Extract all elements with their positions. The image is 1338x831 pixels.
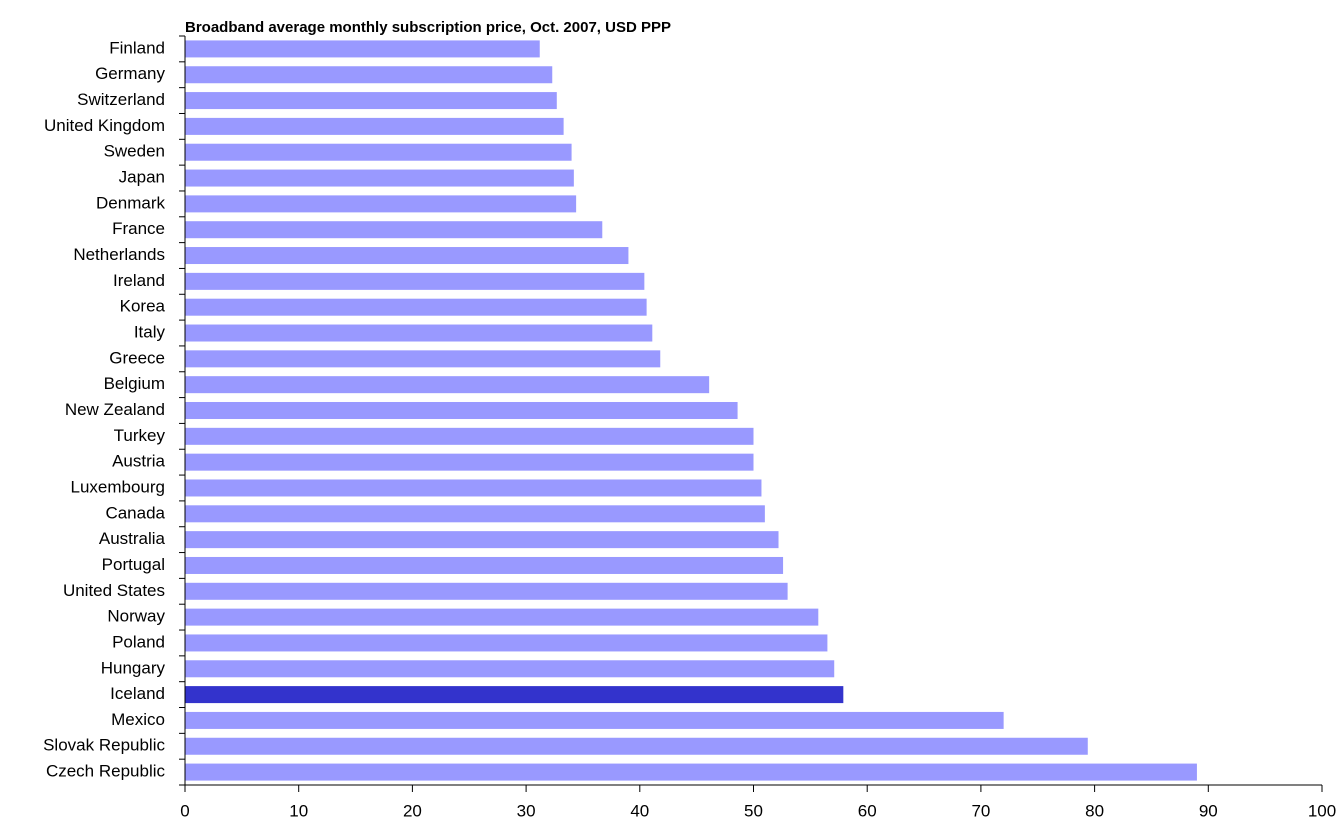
- bar: [185, 376, 710, 394]
- bar: [185, 711, 1004, 729]
- x-tick-label: 100: [1308, 801, 1336, 820]
- bar: [185, 92, 557, 110]
- bar: [185, 117, 564, 135]
- bar: [185, 169, 574, 187]
- bar: [185, 634, 828, 652]
- bar: [185, 479, 762, 497]
- y-tick-label: Australia: [99, 529, 166, 548]
- bar: [185, 350, 661, 368]
- y-tick-label: Poland: [112, 632, 165, 651]
- y-tick-label: United States: [63, 581, 165, 600]
- bar: [185, 531, 779, 549]
- y-tick-label: Austria: [112, 452, 165, 471]
- bar: [185, 221, 603, 239]
- bar: [185, 686, 844, 704]
- y-tick-label: Luxembourg: [70, 477, 165, 496]
- x-tick-label: 50: [744, 801, 763, 820]
- bar: [185, 66, 553, 84]
- y-tick-label: Korea: [120, 297, 166, 316]
- x-tick-label: 30: [517, 801, 536, 820]
- y-tick-label: Switzerland: [77, 90, 165, 109]
- x-tick-label: 70: [971, 801, 990, 820]
- y-tick-label: Portugal: [102, 555, 165, 574]
- bar: [185, 505, 765, 523]
- bar: [185, 763, 1197, 781]
- bar: [185, 402, 738, 419]
- y-tick-label: Germany: [95, 64, 165, 83]
- bar: [185, 143, 572, 161]
- bar: [185, 195, 577, 213]
- y-tick-label: France: [112, 219, 165, 238]
- bar: [185, 247, 629, 265]
- x-tick-label: 80: [1085, 801, 1104, 820]
- y-tick-label: New Zealand: [65, 400, 165, 419]
- y-tick-label: Mexico: [111, 710, 165, 729]
- y-tick-label: Iceland: [110, 684, 165, 703]
- y-tick-label: Slovak Republic: [43, 736, 165, 755]
- x-tick-label: 40: [630, 801, 649, 820]
- y-tick-label: Italy: [134, 323, 166, 342]
- y-tick-label: Belgium: [104, 374, 165, 393]
- y-tick-label: United Kingdom: [44, 116, 165, 135]
- bar: [185, 737, 1088, 755]
- chart-title: Broadband average monthly subscription p…: [185, 19, 671, 36]
- bar: [185, 427, 754, 445]
- bar: [185, 582, 788, 600]
- y-tick-label: Japan: [119, 168, 165, 187]
- x-tick-label: 0: [180, 801, 189, 820]
- bar: [185, 453, 754, 471]
- x-tick-label: 60: [858, 801, 877, 820]
- y-tick-label: Netherlands: [73, 245, 165, 264]
- bar: [185, 608, 819, 626]
- x-tick-label: 20: [403, 801, 422, 820]
- bar: [185, 556, 784, 574]
- x-tick-label: 90: [1199, 801, 1218, 820]
- bar: [185, 40, 540, 58]
- y-tick-label: Hungary: [101, 658, 166, 677]
- y-tick-label: Canada: [105, 503, 165, 522]
- bar: [185, 660, 835, 678]
- y-tick-label: Greece: [109, 348, 165, 367]
- bar: [185, 324, 653, 342]
- bar: [185, 272, 645, 290]
- y-tick-label: Ireland: [113, 271, 165, 290]
- y-tick-label: Czech Republic: [46, 762, 166, 781]
- bar: [185, 298, 647, 316]
- x-tick-label: 10: [289, 801, 308, 820]
- y-tick-label: Denmark: [96, 193, 165, 212]
- y-tick-label: Turkey: [114, 426, 166, 445]
- y-tick-label: Sweden: [104, 142, 165, 161]
- y-tick-label: Norway: [107, 607, 165, 626]
- y-tick-label: Finland: [109, 38, 165, 57]
